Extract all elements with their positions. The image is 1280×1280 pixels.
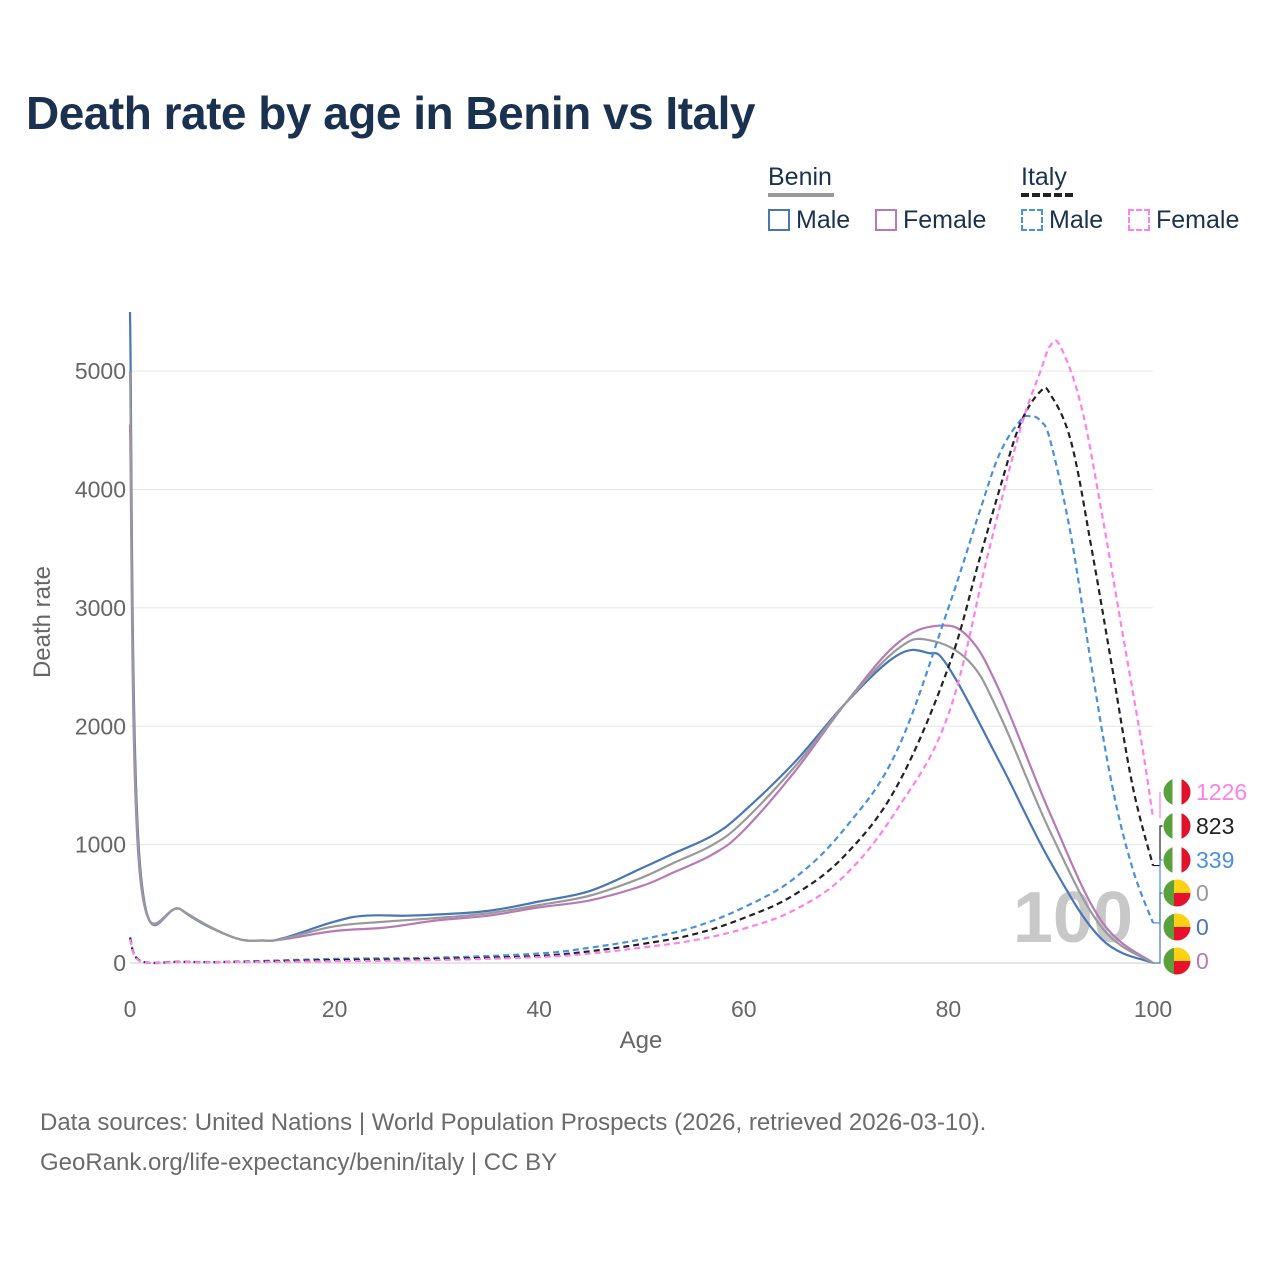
y-tick-label: 5000 <box>75 358 126 384</box>
legend-swatch <box>768 209 790 231</box>
legend-swatch <box>1021 209 1043 231</box>
series-benin-male[interactable] <box>128 311 1154 965</box>
legend-group-label: Benin <box>768 163 832 191</box>
legend-label: Male <box>1049 205 1104 234</box>
italy-flag-icon <box>1162 811 1192 841</box>
legend-label: Female <box>903 205 987 234</box>
y-tick-label: 2000 <box>75 713 126 739</box>
x-tick-label: 40 <box>526 996 552 1022</box>
legend-label: Female <box>1156 205 1240 234</box>
footer-source: Data sources: United Nations | World Pop… <box>40 1109 987 1136</box>
legend-group-underline <box>1021 193 1073 197</box>
end-label-value: 0 <box>1196 880 1209 906</box>
series-lines <box>128 311 1155 965</box>
x-tick-label: 80 <box>936 996 962 1022</box>
current-age-watermark: 100 <box>1013 878 1133 958</box>
legend-group-benin[interactable]: Benin <box>768 163 834 197</box>
benin-flag-icon <box>1162 878 1192 908</box>
benin-flag-icon <box>1162 912 1192 942</box>
legend-item-italy-male[interactable]: Male <box>1021 205 1103 235</box>
x-axis: 0 20 40 60 80 100 <box>124 996 1173 1022</box>
footer-credit[interactable]: GeoRank.org/life-expectancy/benin/italy … <box>40 1149 558 1176</box>
benin-flag-icon <box>1162 946 1192 976</box>
y-tick-label: 0 <box>113 950 126 976</box>
end-label-value: 339 <box>1196 847 1234 873</box>
y-axis-label: Death rate <box>29 566 56 678</box>
x-tick-label: 100 <box>1134 996 1172 1022</box>
x-tick-label: 0 <box>124 996 137 1022</box>
x-axis-label: Age <box>620 1027 663 1054</box>
y-tick-label: 1000 <box>75 832 126 858</box>
end-label-connector <box>1153 825 1163 867</box>
end-label-connector <box>1153 859 1163 924</box>
x-tick-label: 60 <box>731 996 757 1022</box>
end-label-value: 0 <box>1196 914 1209 940</box>
y-axis: 0 1000 2000 3000 4000 5000 <box>75 358 126 976</box>
legend-item-benin-female[interactable]: Female <box>875 205 986 235</box>
chart-area: 0 1000 2000 3000 4000 5000 0 20 40 60 80 100 100 1… <box>29 311 1247 1054</box>
y-tick-label: 3000 <box>75 595 126 621</box>
legend-group-label: Italy <box>1021 163 1067 191</box>
legend-item-benin-male[interactable]: Male <box>768 205 850 235</box>
legend-label: Male <box>796 205 851 234</box>
legend-swatch <box>1128 209 1150 231</box>
y-tick-label: 4000 <box>75 477 126 503</box>
legend-group-italy[interactable]: Italy <box>1021 163 1073 197</box>
end-labels: 1226 823 339 0 0 0 <box>1153 777 1247 976</box>
series-italy-female[interactable] <box>128 339 1155 965</box>
legend-swatch <box>875 209 897 231</box>
end-label-connector <box>1153 892 1163 964</box>
series-benin-total[interactable] <box>128 371 1154 964</box>
end-label-value: 823 <box>1196 813 1234 839</box>
end-label-value: 1226 <box>1196 779 1247 805</box>
italy-flag-icon <box>1162 845 1192 875</box>
gridlines <box>130 370 1153 964</box>
legend-group-underline <box>768 193 834 197</box>
italy-flag-icon <box>1162 777 1192 807</box>
series-italy-total[interactable] <box>128 386 1155 965</box>
legend-item-italy-female[interactable]: Female <box>1128 205 1239 235</box>
x-tick-label: 20 <box>322 996 348 1022</box>
chart-title: Death rate by age in Benin vs Italy <box>26 87 755 139</box>
series-italy-male[interactable] <box>128 414 1155 965</box>
end-label-value: 0 <box>1196 948 1209 974</box>
